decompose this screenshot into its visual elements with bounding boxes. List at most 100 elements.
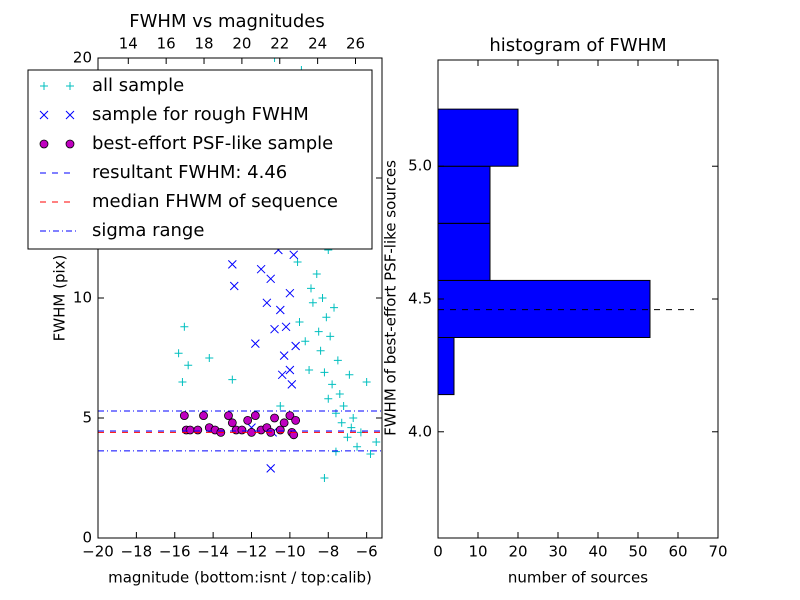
legend-marker — [39, 139, 49, 149]
point — [301, 337, 310, 346]
point — [262, 298, 272, 308]
point — [328, 380, 337, 389]
point — [337, 418, 346, 427]
point — [307, 284, 315, 293]
legend-marker — [40, 82, 48, 90]
point — [372, 438, 381, 446]
point — [205, 354, 214, 362]
point — [349, 414, 358, 422]
x-tick-label: −18 — [121, 543, 153, 561]
point — [276, 402, 285, 410]
point — [266, 464, 276, 473]
point — [180, 322, 189, 331]
point — [270, 413, 279, 423]
y-tick-label: 5.0 — [408, 157, 432, 175]
bar — [437, 108, 519, 167]
point — [305, 366, 314, 374]
x2-tick-label: 26 — [346, 35, 365, 53]
point — [229, 281, 239, 291]
x-tick-label: −14 — [197, 543, 229, 561]
point — [228, 375, 237, 384]
point — [308, 298, 317, 307]
y-axis-label: FWHM (pix) — [51, 255, 69, 342]
point — [250, 411, 260, 421]
point — [318, 294, 327, 302]
x2-tick-label: 24 — [308, 35, 327, 53]
legend-label: resultant FWHM: 4.46 — [92, 162, 287, 183]
point — [366, 450, 375, 458]
x-tick-label: 40 — [588, 543, 607, 561]
point — [295, 318, 304, 326]
point — [345, 370, 354, 379]
point — [339, 402, 348, 410]
point — [335, 390, 344, 398]
x2-tick-label: 22 — [270, 35, 289, 53]
chart-title: FWHM vs magnitudes — [129, 11, 324, 32]
point — [331, 409, 340, 418]
point — [224, 411, 233, 421]
x2-tick-label: 20 — [232, 35, 251, 53]
point — [243, 415, 253, 425]
legend-box — [27, 69, 373, 250]
x2-tick-label: 18 — [194, 35, 213, 53]
point — [343, 433, 352, 442]
point — [362, 378, 371, 386]
legend-marker — [66, 82, 74, 90]
x-tick-label: −20 — [82, 543, 114, 561]
point — [270, 58, 279, 62]
x-tick-label: −6 — [356, 543, 378, 561]
point — [199, 411, 208, 421]
point — [285, 365, 295, 375]
point — [333, 356, 342, 365]
point — [312, 270, 321, 278]
point — [266, 274, 276, 284]
y-axis-label: FWHM of best-effort PSF-like sources — [382, 160, 400, 436]
y-tick-label: 5 — [82, 409, 92, 427]
x2-tick-label: 16 — [157, 35, 176, 53]
point — [279, 351, 289, 360]
point — [281, 322, 291, 332]
legend-marker — [65, 139, 75, 149]
x-tick-label: 50 — [628, 543, 647, 561]
point — [289, 250, 299, 260]
x-tick-label: 70 — [708, 543, 727, 561]
point — [227, 418, 237, 428]
x-tick-label: −10 — [274, 543, 306, 561]
point — [285, 288, 295, 298]
point — [174, 349, 183, 358]
legend-label: sigma range — [92, 220, 204, 241]
point — [353, 442, 362, 451]
legend-marker — [65, 110, 75, 120]
y-tick-label: 4.5 — [408, 290, 432, 308]
legend-label: sample for rough FWHM — [92, 104, 309, 125]
legend-label: median FHWM of sequence — [92, 191, 338, 212]
y-tick-label: 4.0 — [408, 422, 432, 440]
x-tick-label: 0 — [433, 543, 443, 561]
point — [316, 346, 325, 355]
point — [320, 368, 329, 377]
legend: all sample sample for rough FWHM best-effo… — [27, 69, 373, 250]
legend-marker — [39, 110, 49, 120]
point — [184, 361, 193, 370]
point — [347, 423, 356, 432]
point — [330, 303, 339, 312]
point — [270, 324, 279, 334]
point — [227, 260, 237, 269]
point — [320, 474, 329, 482]
bar — [437, 222, 491, 281]
x-axis-label: number of sources — [508, 569, 648, 587]
point — [279, 418, 289, 428]
point — [256, 264, 266, 274]
chart-title: histogram of FWHM — [489, 35, 666, 56]
point — [275, 305, 285, 315]
point — [322, 313, 331, 322]
x-tick-label: 60 — [668, 543, 687, 561]
y-tick-label: 0 — [82, 529, 92, 547]
point — [277, 370, 287, 380]
legend-label: best-effort PSF-like sample — [92, 133, 333, 154]
point — [291, 341, 301, 351]
y-tick-label: 20 — [73, 49, 92, 67]
y-tick-label: 10 — [73, 289, 92, 307]
point — [179, 411, 189, 421]
